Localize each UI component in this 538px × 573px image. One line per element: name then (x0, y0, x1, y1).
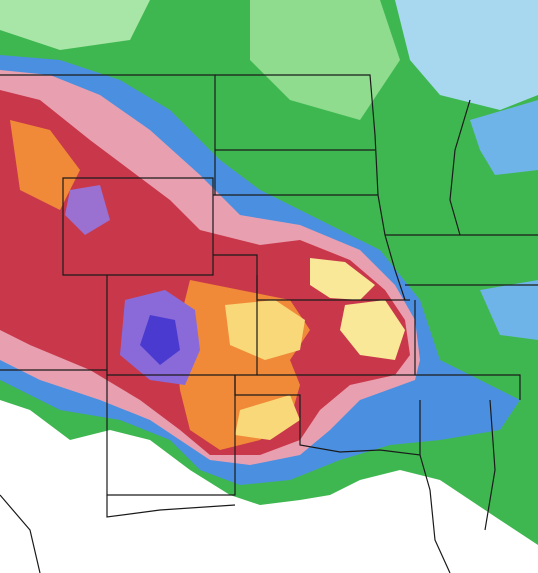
precip-yellow (235, 395, 300, 440)
boundary (106, 495, 236, 518)
boundary (415, 374, 521, 400)
precip-light-green (0, 0, 150, 50)
boundary (419, 454, 451, 573)
precip-dark-purple (140, 315, 180, 365)
boundary (449, 99, 471, 236)
precip-blue (480, 280, 538, 340)
boundary (0, 494, 41, 573)
precip-yellow (225, 300, 305, 360)
boundary (106, 275, 258, 376)
state-boundaries (0, 74, 538, 573)
precip-light-green (250, 0, 400, 120)
precip-yellow (310, 258, 375, 300)
precip-light-blue (395, 0, 538, 110)
boundary (234, 375, 421, 456)
boundary (62, 177, 214, 276)
boundary (106, 375, 236, 496)
precip-yellow (340, 300, 405, 360)
boundary (484, 399, 496, 531)
boundary (215, 74, 379, 196)
precip-blue (470, 100, 538, 175)
precip-red (0, 90, 410, 455)
precip-purple (65, 185, 110, 235)
